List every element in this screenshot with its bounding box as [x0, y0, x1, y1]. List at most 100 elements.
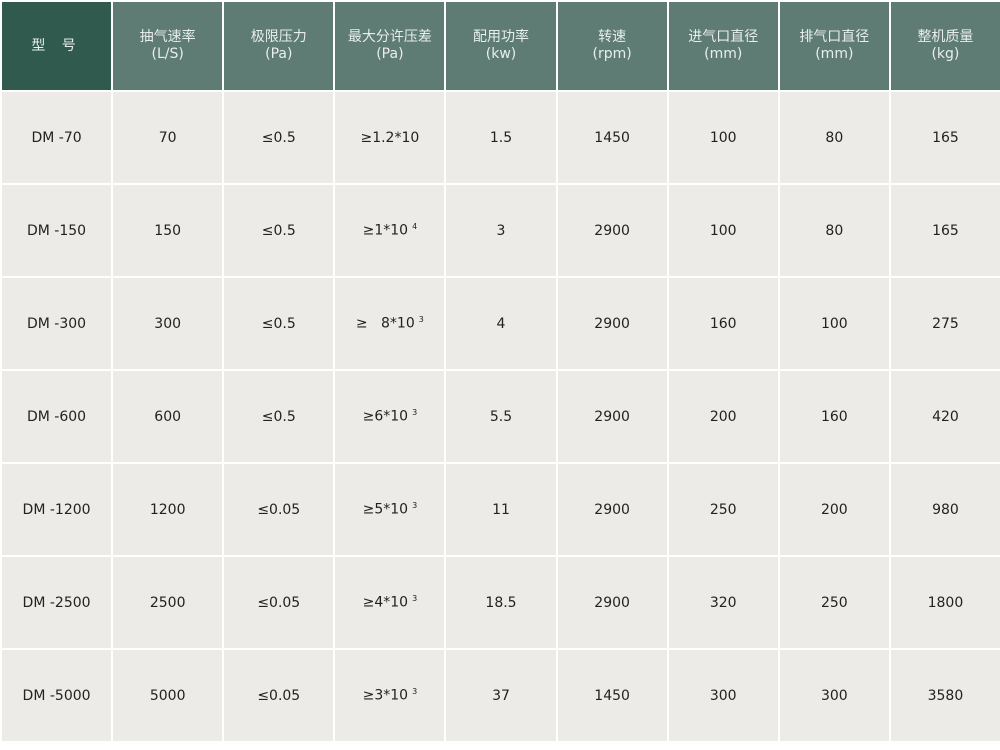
header-unit: (kg): [931, 46, 960, 62]
table-cell: DM -1200: [0, 462, 114, 557]
cell-value: DM -5000: [22, 687, 91, 704]
header-label: 配用功率: [472, 29, 529, 45]
header-unit: (Pa): [265, 46, 293, 62]
table-cell: ≤0.05: [222, 555, 336, 650]
table-cell: 11: [444, 462, 558, 557]
cell-value: DM -600: [27, 408, 87, 425]
column-header: 转速 (rpm): [555, 0, 669, 92]
cell-value: 18.5: [485, 594, 517, 611]
cell-value: 37: [492, 687, 510, 704]
cell-value: 300: [154, 315, 182, 332]
table-cell: 160: [666, 276, 780, 371]
header-row: 型 号抽气速率 (L/S) 极限压力 (Pa) 最大分许压差 (Pa) 配用功率 (kw) 转速…: [0, 0, 1000, 92]
cell-value: 4: [496, 315, 506, 332]
cell-exponent: 3: [412, 594, 418, 604]
table-cell: 150: [111, 183, 225, 278]
cell-value: ≤0.05: [257, 501, 301, 518]
cell-value: 100: [820, 315, 848, 332]
table-cell: DM -300: [0, 276, 114, 371]
table-cell: ≤0.05: [222, 462, 336, 557]
table-body: DM -70 70 ≤0.5 ≥1.2*10 1.5 1450 100 80 165 DM -15…: [0, 90, 1000, 743]
cell-exponent: 4: [412, 222, 418, 232]
table-row: DM -600 600 ≤0.5 ≥6*10 3 5.5 2900 200 160 420: [0, 369, 1000, 464]
table-cell: 300: [777, 648, 891, 743]
cell-value: 100: [709, 129, 737, 146]
cell-value: DM -2500: [22, 594, 91, 611]
cell-value: ≤0.5: [261, 408, 296, 425]
cell-value: ≥1.2*10: [360, 129, 420, 146]
column-header: 配用功率 (kw): [444, 0, 558, 92]
header-unit: (mm): [704, 46, 743, 62]
table-cell: ≥5*10 3: [333, 462, 447, 557]
cell-value: DM -1200: [22, 501, 91, 518]
cell-value: ≥1*10: [362, 222, 409, 239]
cell-value: ≤0.5: [261, 315, 296, 332]
cell-value: 600: [154, 408, 182, 425]
table-row: DM -70 70 ≤0.5 ≥1.2*10 1.5 1450 100 80 165: [0, 90, 1000, 185]
table-cell: 37: [444, 648, 558, 743]
cell-value: DM -150: [27, 222, 87, 239]
table-cell: 980: [888, 462, 1000, 557]
cell-value: 160: [709, 315, 737, 332]
table-cell: 70: [111, 90, 225, 185]
cell-value: ≤0.05: [257, 687, 301, 704]
table-cell: 2500: [111, 555, 225, 650]
table-cell: 250: [666, 462, 780, 557]
table-cell: ≥1*10 4: [333, 183, 447, 278]
cell-value: 2500: [149, 594, 186, 611]
table-cell: 100: [666, 90, 780, 185]
column-header: 型 号: [0, 0, 114, 92]
table-cell: 2900: [555, 276, 669, 371]
table-cell: 420: [888, 369, 1000, 464]
cell-value: 1450: [594, 129, 630, 146]
table-cell: 80: [777, 183, 891, 278]
cell-value: 3580: [927, 687, 964, 704]
table-cell: 1450: [555, 90, 669, 185]
cell-value: 2900: [594, 222, 630, 239]
table-cell: ≤0.5: [222, 90, 336, 185]
cell-value: 275: [932, 315, 959, 332]
table-cell: DM -70: [0, 90, 114, 185]
cell-value: 150: [154, 222, 182, 239]
table-cell: DM -150: [0, 183, 114, 278]
table-cell: 3: [444, 183, 558, 278]
table-cell: 3580: [888, 648, 1000, 743]
cell-value: ≥4*10: [362, 594, 409, 611]
cell-value: 3: [496, 222, 506, 239]
table-cell: DM -2500: [0, 555, 114, 650]
cell-value: ≥ 8*10: [355, 315, 415, 332]
table-cell: 2900: [555, 369, 669, 464]
table-cell: ≤0.05: [222, 648, 336, 743]
cell-value: ≥6*10: [362, 408, 409, 425]
cell-value: 300: [709, 687, 737, 704]
cell-value: 5000: [149, 687, 186, 704]
table-cell: DM -600: [0, 369, 114, 464]
table-cell: 1200: [111, 462, 225, 557]
cell-value: ≥3*10: [362, 687, 409, 704]
table-cell: ≥1.2*10: [333, 90, 447, 185]
cell-value: ≤0.05: [257, 594, 301, 611]
header-unit: (kw): [485, 46, 517, 62]
header-label: 进气口直径: [688, 29, 759, 45]
cell-value: DM -300: [27, 315, 87, 332]
table-cell: 4: [444, 276, 558, 371]
header-label: 整机质量: [917, 29, 974, 45]
table-cell: ≥3*10 3: [333, 648, 447, 743]
cell-value: 11: [492, 501, 510, 518]
table-cell: ≥4*10 3: [333, 555, 447, 650]
table-cell: 2900: [555, 183, 669, 278]
table-cell: ≤0.5: [222, 369, 336, 464]
table-cell: 600: [111, 369, 225, 464]
header-label: 最大分许压差: [347, 29, 432, 45]
cell-value: 2900: [594, 315, 630, 332]
table-cell: 100: [666, 183, 780, 278]
table-cell: 5.5: [444, 369, 558, 464]
table-row: DM -300 300 ≤0.5 ≥ 8*10 3 4 2900 160 100 275: [0, 276, 1000, 371]
table-cell: 5000: [111, 648, 225, 743]
cell-value: ≤0.5: [261, 129, 296, 146]
cell-value: 5.5: [489, 408, 513, 425]
table-row: DM -1200 1200 ≤0.05 ≥5*10 3 11 2900 250 200 980: [0, 462, 1000, 557]
table-cell: 80: [777, 90, 891, 185]
column-header: 进气口直径 (mm): [666, 0, 780, 92]
